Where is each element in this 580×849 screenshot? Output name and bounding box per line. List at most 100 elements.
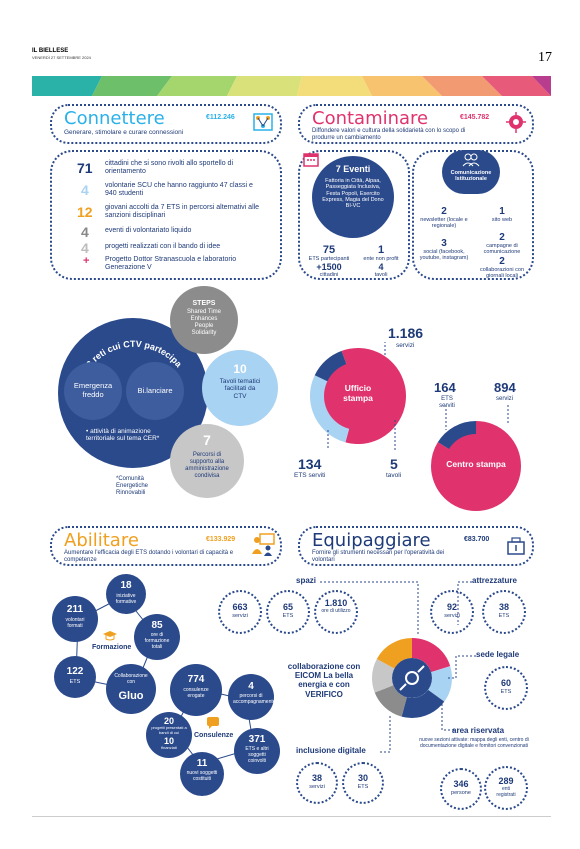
eventi-stat-label: tavoli [374, 272, 388, 278]
ufficio-stampa-label: Ufficio stampa [343, 383, 373, 403]
com-stat-number: 1 [499, 206, 505, 217]
reti-bullet: • attività di animazione territoriale su… [86, 428, 160, 443]
centro-ets-number: 164 [434, 380, 456, 395]
percorsi-text: Percorsi di supporto alla amministrazion… [185, 452, 229, 479]
attrezzature-stat: 92 servizi [430, 590, 474, 634]
spazi-stat: 65 ETS [266, 590, 310, 634]
stat-row: 4 progetti realizzati con il bando di id… [77, 240, 267, 256]
eventi-stat-number: +1500 [316, 262, 342, 272]
formazione-node: 211 volontari formati [52, 596, 98, 642]
node-number: 11 [196, 758, 208, 769]
stat-number: 60 [500, 678, 511, 688]
stat-row: 71 cittadini che si sono rivolti allo sp… [77, 160, 267, 178]
spazi-label: spazi [296, 576, 317, 585]
eventi-stat-number: 1 [377, 244, 385, 256]
ufficio-servizi-label: servizi [396, 342, 415, 349]
stat-number: 12 [77, 204, 93, 220]
training-icon [252, 533, 275, 556]
ufficio-ets-number: 134 [298, 456, 322, 472]
plus-icon: + [83, 255, 90, 267]
tools-icon [507, 537, 525, 555]
newspaper-date: VENERDÌ 27 SETTEMBRE 2024 [32, 55, 91, 60]
consulenze-node: 371 ETS e altri soggetti coinvolti [234, 728, 280, 774]
sede-leader [448, 655, 476, 679]
percorsi-circle: 7 Percorsi di supporto alla amministrazi… [170, 424, 244, 498]
stat-label: ETS [282, 613, 294, 619]
newspaper-name: IL BIELLESE [32, 48, 69, 54]
stat-label: servizi [232, 613, 248, 619]
stat-number: 289 [498, 776, 514, 786]
megaphone-icon [506, 112, 526, 133]
area-stat: 346 persone [440, 768, 482, 810]
node-text: nuovi soggetti costituiti [186, 770, 218, 782]
inclusione-label: inclusione digitale [296, 746, 366, 755]
com-stat-number: 2 [441, 206, 447, 217]
stat-label: ETS [498, 613, 510, 619]
wrench-icon [399, 665, 425, 691]
stat-number: 38 [311, 773, 322, 783]
sede-label: sede legale [476, 650, 520, 659]
stat-label: ETS [357, 784, 369, 790]
centro-stampa-label: Centro stampa [446, 459, 506, 469]
chat-icon [207, 717, 219, 729]
stat-text: cittadini che si sono rivolti allo sport… [105, 160, 234, 176]
stat-label: ore di utilizzo [321, 608, 351, 614]
node-text: ETS e altri soggetti coinvolti [245, 746, 269, 764]
spazi-leader [320, 581, 419, 635]
stat-text: volontarie SCU che hanno raggiunto 47 cl… [105, 182, 253, 198]
node-number: 371 [248, 734, 266, 745]
stat-text: progetti realizzati con il bando di idee [105, 243, 221, 250]
formazione-node: Collaborazione con Gluo [106, 664, 156, 714]
stat-number: 71 [77, 160, 93, 176]
steps-text: Shared Time Enhances People Solidarity [186, 309, 222, 336]
graduation-cap-icon [103, 631, 117, 641]
stat-number: 38 [498, 602, 509, 612]
ufficio-leaders [327, 342, 396, 452]
com-stat-number: 2 [499, 256, 505, 267]
node-number: 211 [66, 604, 84, 615]
stat-number: 92 [446, 602, 457, 612]
node-text: iniziative formative [115, 593, 137, 605]
node-number: 18 [120, 580, 132, 591]
bilanciare-label: Bi.lanciare [137, 385, 173, 395]
eventi-box: 7 Eventi Fattoria in Città, Alpaa, Passe… [298, 150, 410, 280]
network-icon [253, 113, 273, 131]
equipaggiare-donut [372, 638, 452, 718]
equipaggiare-header: Equipaggiare Fornire gli strumenti neces… [298, 526, 534, 566]
equipaggiare-title: Equipaggiare [312, 530, 431, 551]
formazione-node: 122 ETS [54, 656, 96, 698]
stat-row: 4 volontarie SCU che hanno raggiunto 47 … [77, 182, 267, 200]
area-desc: nuove sezioni attivate: mappa degli enti… [419, 737, 529, 749]
comunicazione-title: Comunicazione Istituzionale [450, 170, 492, 183]
inclusione-leader [380, 716, 391, 753]
ufficio-servizi-number: 1.186 [388, 325, 424, 341]
node-text: progetti presentati a bandi di cui [151, 725, 187, 735]
com-stat: 2 newsletter (locale e regionale) [416, 206, 472, 230]
spazi-stat: 663 servizi [218, 590, 262, 634]
com-stat-label: social (facebook, youtube, instagram) [419, 249, 469, 262]
node-number: 774 [187, 674, 205, 685]
node-number: 20 [163, 716, 174, 726]
area-stat: 289 enti registrati [484, 766, 528, 810]
com-stat-number: 2 [499, 232, 505, 243]
percorsi-number: 7 [203, 432, 211, 448]
stat-number: 663 [232, 602, 248, 612]
stat-number: 4 [81, 224, 89, 240]
color-band [32, 76, 551, 96]
stat-number: 346 [453, 779, 469, 789]
eventi-stat-number: 4 [378, 262, 384, 272]
eventi-stat: +1500 cittadini [304, 262, 354, 278]
node-number: 10 [163, 736, 174, 746]
stat-label: persone [451, 790, 471, 796]
eventi-stat-label: ente non profit [363, 256, 399, 262]
contaminare-subtitle: Diffondere valori e cultura della solida… [312, 128, 466, 141]
centro-servizi-label: servizi [496, 396, 514, 402]
com-stat: 1 sito web [474, 206, 530, 223]
abilitare-title: Abilitare [64, 530, 139, 551]
centro-leaders [445, 405, 509, 430]
stat-text: Progetto Dottor Stranascuola e laborator… [105, 256, 237, 272]
ufficio-tavoli-label: tavoli [386, 472, 402, 479]
stat-text: giovani accolti da 7 ETS in percorsi alt… [105, 204, 260, 220]
abilitare-header: Abilitare Aumentare l'efficacia degli ET… [50, 526, 282, 566]
connettere-amount: €112.246 [206, 114, 235, 121]
